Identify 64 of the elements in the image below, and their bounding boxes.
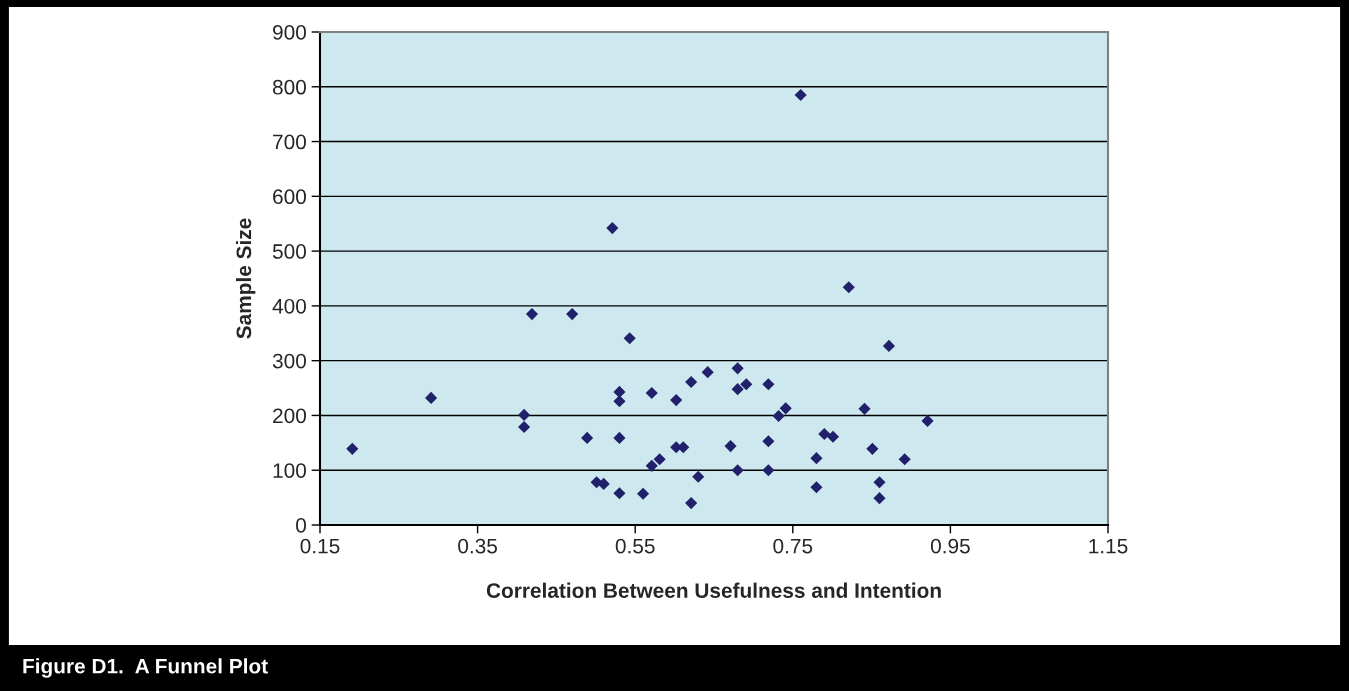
point [425,391,438,404]
y-tick-label: 600 [273,189,306,205]
x-axis-title: Correlation Between Usefulness and Intention [486,582,941,598]
point [898,453,911,466]
y-tick-label: 200 [273,408,306,424]
point [921,414,934,427]
point [623,332,636,345]
point [866,442,879,455]
point [731,362,744,375]
x-tick-label: 0.95 [930,538,970,554]
point [731,383,744,396]
point [525,308,539,321]
point [762,378,775,391]
point [779,402,792,415]
point [701,366,714,379]
caption: Figure D1. A Funnel Plot [23,658,268,678]
y-tick-label: 500 [272,244,306,259]
point [762,464,775,477]
point [810,481,823,494]
y-tick-label: 800 [272,79,306,95]
point [613,395,626,408]
point [842,281,855,294]
point [645,459,658,472]
point [882,339,895,352]
point [731,464,744,477]
point [645,386,658,400]
y-tick-label: 100 [273,463,306,478]
y-axis-title: Sample Size [235,218,256,339]
x-tick-label: 0.75 [773,538,813,554]
point [810,452,823,465]
point [762,435,775,448]
point [613,431,626,444]
point [653,453,666,466]
point [685,375,698,389]
y-tick-label: 300 [272,353,306,369]
point [346,442,359,455]
point [873,492,886,505]
point [873,476,886,489]
x-tick-label: 1.15 [1089,538,1128,554]
point [670,394,683,407]
point [566,308,579,321]
point [518,420,531,433]
point [637,487,650,500]
point [818,428,831,441]
point [685,497,698,510]
point [858,402,871,415]
point [606,222,619,235]
point [772,409,785,423]
point [724,440,737,453]
point [794,88,807,102]
point [692,470,705,483]
y-tick-label: 0 [296,518,306,533]
point [518,408,531,421]
y-tick-label: 400 [272,298,306,314]
point [613,385,626,398]
x-tick-label: 0.55 [615,538,655,554]
y-tick-label: 700 [273,134,306,150]
y-tick-label: 900 [273,25,306,40]
point [740,378,753,391]
x-tick-label: 0.35 [458,538,497,554]
point [581,431,594,444]
point [613,487,626,500]
x-tick-label: 0.15 [300,538,340,554]
point [826,430,840,443]
